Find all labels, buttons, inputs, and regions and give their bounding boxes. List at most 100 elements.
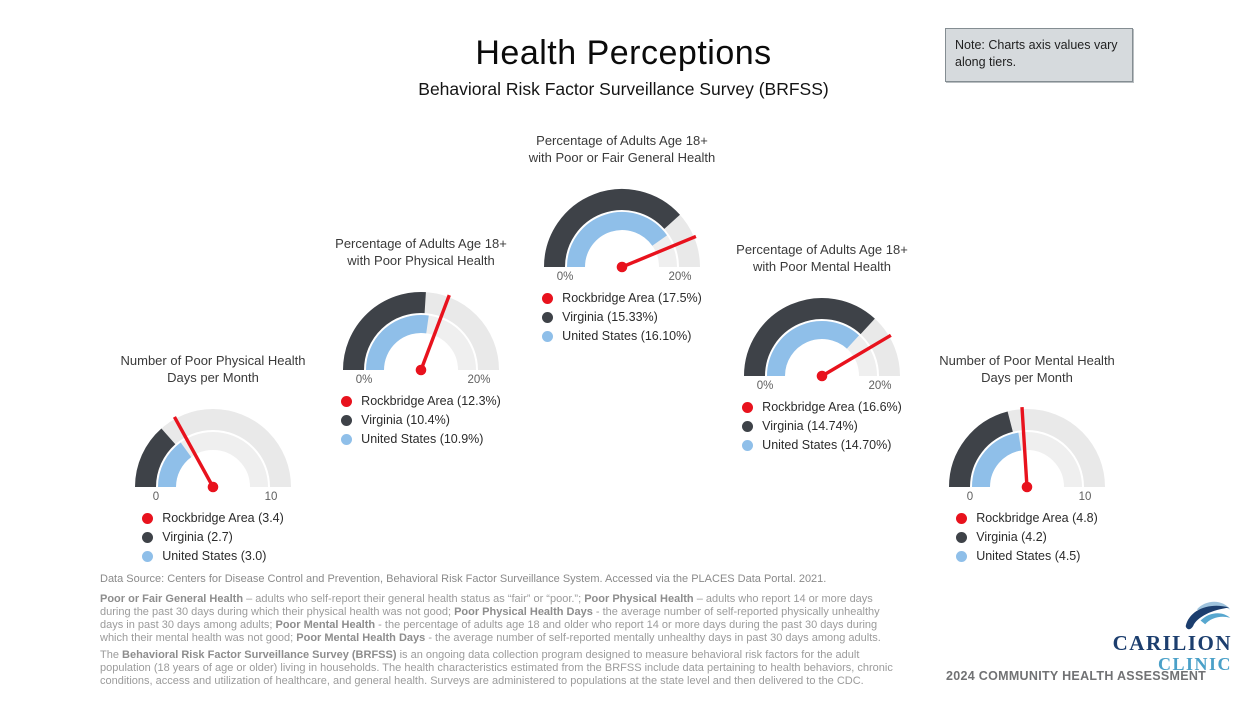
gauge-needle-hub: [1021, 481, 1033, 493]
gauge-plot-area: 0% 20%: [717, 288, 927, 394]
legend-marker: [956, 531, 968, 543]
legend-label: Rockbridge Area (4.8): [976, 511, 1098, 525]
legend-item-united-states[interactable]: United States (10.9%): [341, 432, 501, 446]
legend-label: United States (16.10%): [562, 329, 692, 343]
legend-marker: [341, 395, 353, 407]
gauge-title-line2: Days per Month: [167, 369, 259, 385]
gauge-chart[interactable]: [517, 179, 727, 275]
legend-marker: [341, 433, 353, 445]
legend-label: United States (3.0): [162, 549, 267, 563]
gauge-chart[interactable]: [108, 399, 318, 495]
axis-min-label: 0: [152, 491, 160, 503]
gauge-title-line2: with Poor Physical Health: [347, 252, 495, 268]
legend-marker: [956, 550, 968, 562]
gauge-chart[interactable]: [922, 399, 1132, 495]
gauge-plot-area: 0 10: [922, 399, 1132, 505]
gauge-chart[interactable]: [316, 282, 526, 378]
gauge-card-poor-physical-health: Percentage of Adults Age 18+ with Poor P…: [316, 236, 526, 446]
gauge-needle-hub: [415, 364, 427, 376]
gauge-legend: Rockbridge Area (16.6%) Virginia (14.74%)…: [742, 400, 902, 452]
gauge-chart[interactable]: [717, 288, 927, 384]
legend-label: Rockbridge Area (12.3%): [361, 394, 501, 408]
legend-item-united-states[interactable]: United States (14.70%): [742, 438, 902, 452]
legend-label: Rockbridge Area (17.5%): [562, 291, 702, 305]
gauge-title-line2: with Poor Mental Health: [752, 258, 891, 274]
legend-marker: [742, 401, 754, 413]
legend-label: United States (10.9%): [361, 432, 484, 446]
legend-item-united-states[interactable]: United States (16.10%): [542, 329, 702, 343]
legend-marker: [341, 414, 353, 426]
gauge-plot-area: 0% 20%: [316, 282, 526, 388]
legend-item-rockbridge-area[interactable]: Rockbridge Area (3.4): [142, 511, 284, 525]
legend-item-virginia[interactable]: Virginia (15.33%): [542, 310, 702, 324]
gauge-title-line1: Percentage of Adults Age 18+: [335, 236, 507, 251]
axis-max-label: 20%: [467, 374, 491, 386]
legend-item-virginia[interactable]: Virginia (10.4%): [341, 413, 501, 427]
gauge-needle-hub: [816, 370, 828, 382]
carilion-swoosh-icon: [1185, 601, 1231, 630]
gauge-needle: [621, 234, 697, 269]
gauge-title: Percentage of Adults Age 18+ with Poor P…: [316, 236, 526, 269]
legend-item-rockbridge-area[interactable]: Rockbridge Area (12.3%): [341, 394, 501, 408]
page-subtitle: Behavioral Risk Factor Surveillance Surv…: [418, 79, 829, 99]
legend-marker: [542, 330, 554, 342]
gauge-card-poor-physical-health-days: Number of Poor Physical Health Days per …: [108, 353, 318, 563]
legend-label: Rockbridge Area (16.6%): [762, 400, 902, 414]
gauge-title-line1: Number of Poor Physical Health: [120, 353, 306, 368]
gauge-needle: [1020, 407, 1029, 488]
note-box: Note: Charts axis values vary along tier…: [945, 28, 1133, 82]
axis-min-label: 0: [966, 491, 974, 503]
outer-value-arc: [744, 298, 875, 377]
legend-item-rockbridge-area[interactable]: Rockbridge Area (16.6%): [742, 400, 902, 414]
legend-label: Virginia (4.2): [976, 530, 1047, 544]
inner-value-arc: [158, 442, 192, 488]
logo-carilion-text: CARILION: [1112, 631, 1232, 655]
inner-value-arc: [366, 315, 429, 371]
legend-label: Virginia (10.4%): [361, 413, 450, 427]
gauge-legend: Rockbridge Area (17.5%) Virginia (15.33%)…: [542, 291, 702, 343]
gauge-title-line1: Number of Poor Mental Health: [939, 353, 1115, 368]
logo-clinic-text: CLINIC: [1157, 654, 1232, 675]
gauge-needle: [419, 294, 451, 371]
gauge-title-line2: with Poor or Fair General Health: [528, 149, 716, 165]
legend-item-rockbridge-area[interactable]: Rockbridge Area (4.8): [956, 511, 1098, 525]
page-title: Health Perceptions: [475, 34, 772, 72]
note-text: Note: Charts axis values vary along tier…: [955, 38, 1118, 70]
gauge-title-line1: Percentage of Adults Age 18+: [536, 133, 708, 148]
gauge-legend: Rockbridge Area (12.3%) Virginia (10.4%) U…: [341, 394, 501, 446]
definitions-text: Poor or Fair General Health – adults who…: [100, 593, 881, 644]
inner-value-arc: [972, 432, 1022, 488]
legend-item-rockbridge-area[interactable]: Rockbridge Area (17.5%): [542, 291, 702, 305]
legend-item-virginia[interactable]: Virginia (2.7): [142, 530, 284, 544]
legend-marker: [142, 512, 154, 524]
brfss-description-text: The Behavioral Risk Factor Surveillance …: [100, 649, 893, 687]
legend-item-united-states[interactable]: United States (4.5): [956, 549, 1098, 563]
legend-item-virginia[interactable]: Virginia (4.2): [956, 530, 1098, 544]
legend-marker: [142, 531, 154, 543]
gauge-plot-area: 0 10: [108, 399, 318, 505]
legend-marker: [956, 512, 968, 524]
axis-min-label: 0%: [556, 271, 574, 283]
gauge-needle-hub: [207, 481, 219, 493]
legend-label: Virginia (14.74%): [762, 419, 858, 433]
legend-label: Virginia (15.33%): [562, 310, 658, 324]
gauge-title: Number of Poor Physical Health Days per …: [108, 353, 318, 386]
outer-value-arc: [343, 292, 426, 371]
inner-value-arc: [767, 321, 860, 377]
gauge-title-line2: Days per Month: [981, 369, 1073, 385]
axis-max-label: 20%: [668, 271, 692, 283]
legend-marker: [742, 420, 754, 432]
legend-item-united-states[interactable]: United States (3.0): [142, 549, 284, 563]
legend-label: United States (14.70%): [762, 438, 892, 452]
legend-marker: [142, 550, 154, 562]
carilion-logo: CARILION CLINIC: [1102, 598, 1232, 674]
gauge-needle: [821, 333, 892, 378]
legend-marker: [542, 292, 554, 304]
gauge-legend: Rockbridge Area (4.8) Virginia (4.2) Unite…: [956, 511, 1098, 563]
inner-value-arc: [567, 212, 667, 268]
data-source-text: Data Source: Centers for Disease Control…: [100, 573, 827, 585]
gauge-card-poor-mental-health: Percentage of Adults Age 18+ with Poor M…: [717, 242, 927, 452]
axis-max-label: 10: [264, 491, 278, 503]
legend-item-virginia[interactable]: Virginia (14.74%): [742, 419, 902, 433]
